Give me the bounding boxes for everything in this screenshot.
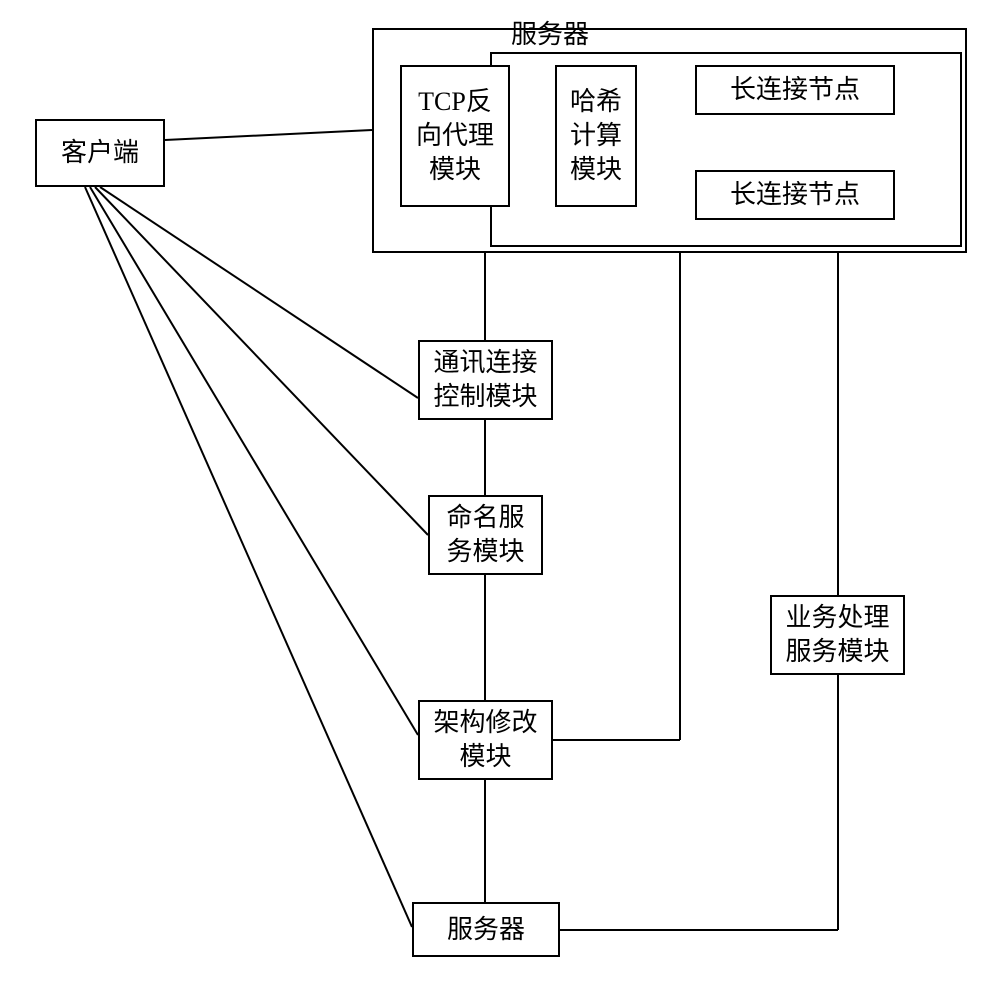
hash-node: 哈希计算模块 bbox=[555, 65, 637, 207]
server-top-label-text: 服务器 bbox=[511, 20, 589, 49]
server-bottom-label: 服务器 bbox=[447, 913, 525, 947]
comm-ctrl-label: 通讯连接控制模块 bbox=[433, 346, 537, 414]
client-label: 客户端 bbox=[61, 136, 139, 170]
server-top-label: 服务器 bbox=[490, 14, 610, 44]
biz-node: 业务处理服务模块 bbox=[770, 595, 905, 675]
tcp-node: TCP反向代理模块 bbox=[400, 65, 510, 207]
tcp-label: TCP反向代理模块 bbox=[416, 85, 494, 186]
long-conn-2-node: 长连接节点 bbox=[695, 170, 895, 220]
arch-mod-node: 架构修改模块 bbox=[418, 700, 553, 780]
comm-ctrl-node: 通讯连接控制模块 bbox=[418, 340, 553, 420]
naming-label: 命名服务模块 bbox=[446, 501, 524, 569]
arch-mod-label: 架构修改模块 bbox=[433, 706, 537, 774]
naming-node: 命名服务模块 bbox=[428, 495, 543, 575]
long-conn-1-label: 长连接节点 bbox=[730, 73, 860, 107]
server-bottom-node: 服务器 bbox=[412, 902, 560, 957]
client-node: 客户端 bbox=[35, 119, 165, 187]
hash-label: 哈希计算模块 bbox=[570, 85, 622, 186]
long-conn-1-node: 长连接节点 bbox=[695, 65, 895, 115]
long-conn-2-label: 长连接节点 bbox=[730, 178, 860, 212]
biz-label: 业务处理服务模块 bbox=[785, 601, 889, 669]
